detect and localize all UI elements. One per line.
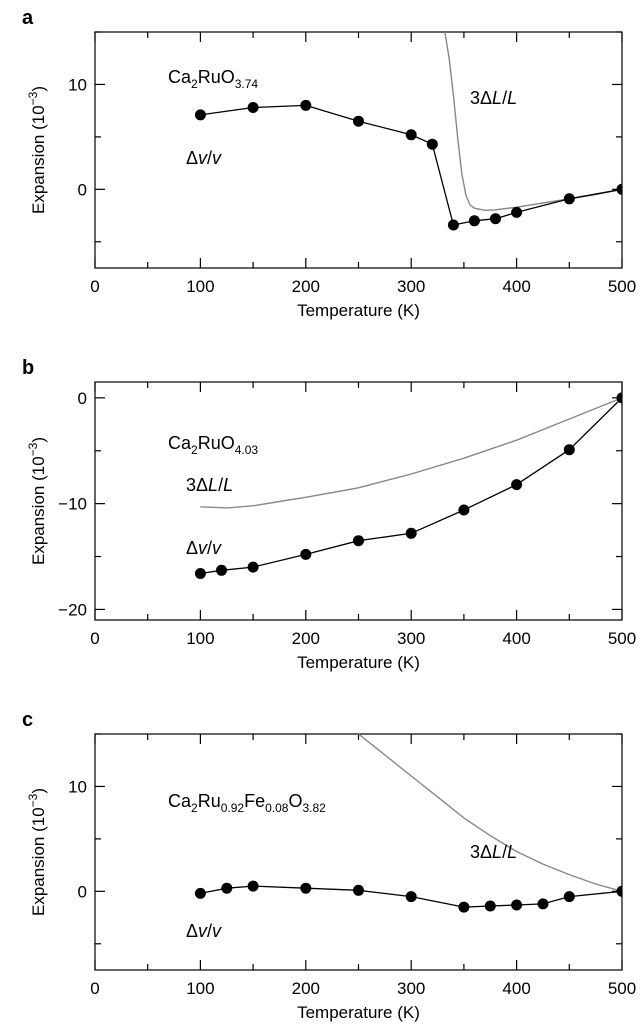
data-point	[300, 548, 312, 560]
data-point	[563, 193, 575, 205]
series-1	[444, 32, 622, 212]
data-point	[616, 885, 622, 897]
x-tick-label: 500	[608, 979, 636, 998]
data-point	[616, 183, 622, 195]
series-label-dv: Δv/v	[186, 148, 222, 168]
x-tick-label: 400	[502, 629, 530, 648]
series-label-dv: Δv/v	[186, 538, 222, 558]
panel-b: b 0 100 200 300 400 500 −20 −10 0 Temperature (K) E…	[22, 357, 636, 672]
series-label-dl: 3ΔL/L	[470, 88, 517, 108]
series-line	[444, 32, 622, 212]
panel-letter: a	[22, 7, 34, 29]
series-line	[358, 734, 622, 892]
data-point	[511, 206, 523, 218]
x-tick-label: 100	[186, 277, 214, 296]
series-0	[194, 99, 622, 231]
data-point	[216, 564, 227, 576]
series-0	[194, 392, 622, 579]
data-point	[563, 891, 575, 903]
x-tick-label: 500	[608, 629, 636, 648]
x-tick-label: 0	[90, 979, 99, 998]
series-label-dl: 3ΔL/L	[470, 842, 517, 862]
y-tick-label: 0	[78, 389, 87, 408]
x-tick-label: 200	[292, 979, 320, 998]
data-point	[300, 882, 312, 894]
data-point	[194, 568, 206, 579]
y-axis-title: Expansion (10−3)	[26, 437, 48, 565]
plot-frame	[94, 381, 623, 621]
panel-letter: b	[22, 357, 34, 379]
y-tick-label: 10	[68, 777, 87, 796]
y-axis-title: Expansion (10−3)	[26, 86, 48, 214]
x-tick-label: 100	[186, 629, 214, 648]
data-point	[511, 479, 523, 491]
series-line	[200, 104, 622, 226]
y-tick-label: 0	[78, 882, 87, 901]
data-point	[247, 561, 259, 573]
x-tick-label: 0	[90, 277, 99, 296]
data-point	[353, 115, 364, 127]
series-line	[200, 397, 622, 575]
x-tick-label: 100	[186, 979, 214, 998]
data-point	[468, 215, 480, 227]
x-tick-label: 300	[397, 629, 425, 648]
data-point	[616, 392, 622, 404]
x-tick-label: 0	[90, 629, 99, 648]
y-tick-label: 0	[78, 180, 87, 199]
compound-label: Ca2RuO4.03	[168, 433, 258, 457]
y-tick-label: −10	[58, 495, 87, 514]
data-point	[405, 129, 417, 141]
y-tick-label: −20	[58, 600, 87, 619]
data-point	[426, 138, 438, 150]
data-point	[537, 898, 549, 910]
y-axis-title: Expansion (10−3)	[26, 788, 48, 916]
x-tick-label: 500	[608, 277, 636, 296]
series-0	[194, 880, 622, 913]
data-point	[511, 899, 523, 911]
data-point	[221, 882, 233, 894]
data-point	[353, 535, 364, 547]
panel-c: c 0 100 200 300 400 500 0 10 Temperature (K) Expan…	[22, 709, 636, 1022]
x-tick-label: 400	[502, 979, 530, 998]
data-point	[194, 887, 206, 899]
plot-frame	[94, 733, 623, 971]
y-tick-label: 10	[68, 75, 87, 94]
compound-label: Ca2Ru0.92Fe0.08O3.82	[168, 791, 326, 815]
data-point	[405, 527, 417, 539]
x-tick-label: 200	[292, 629, 320, 648]
x-tick-label: 200	[292, 277, 320, 296]
data-point	[247, 102, 259, 113]
data-point	[563, 444, 575, 456]
x-axis-title: Temperature (K)	[297, 1003, 420, 1022]
data-point	[353, 884, 364, 896]
data-point	[300, 99, 312, 111]
x-axis-title: Temperature (K)	[297, 301, 420, 320]
x-tick-label: 300	[397, 277, 425, 296]
data-point	[458, 504, 470, 516]
data-point	[490, 213, 501, 225]
x-axis-title: Temperature (K)	[297, 653, 420, 672]
series-line	[200, 397, 622, 509]
x-tick-label: 300	[397, 979, 425, 998]
data-point	[247, 880, 259, 892]
data-point	[458, 901, 470, 913]
data-point	[447, 219, 459, 231]
series-label-dl: 3ΔL/L	[186, 475, 233, 495]
panel-a: a 0 100 200 300 400 500 0 10 Temperature (K) Expan…	[22, 7, 636, 320]
data-point	[194, 109, 206, 121]
data-point	[484, 900, 496, 912]
series-1	[358, 734, 622, 892]
series-1	[200, 397, 622, 509]
series-label-dv: Δv/v	[186, 921, 222, 941]
compound-label: Ca2RuO3.74	[168, 67, 258, 91]
x-tick-label: 400	[502, 277, 530, 296]
panel-letter: c	[22, 709, 33, 731]
data-point	[405, 891, 417, 903]
